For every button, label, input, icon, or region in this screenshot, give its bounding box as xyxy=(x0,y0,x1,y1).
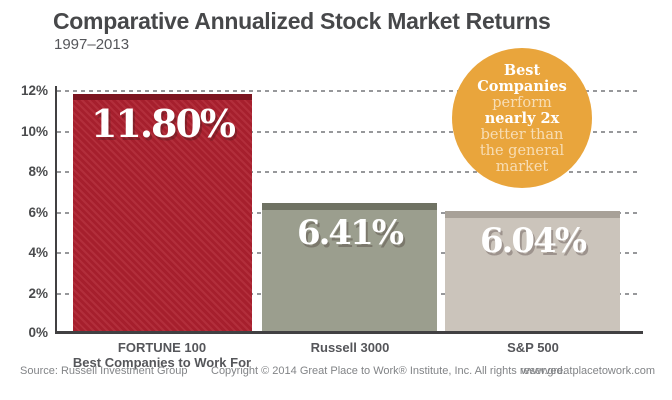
y-tick-2: 2% xyxy=(28,285,48,301)
bar-fortune-100: 11.80% xyxy=(73,94,252,333)
plot-area: 11.80% 6.41% 6.04% xyxy=(57,90,641,333)
bar-cap xyxy=(73,94,252,101)
gridline-10pct xyxy=(57,130,641,133)
category-label-fortune-100: FORTUNE 100 Best Companies to Work For xyxy=(52,340,272,370)
bar-sp-500: 6.04% xyxy=(445,210,620,333)
gridline-12pct xyxy=(57,90,641,92)
y-tick-12: 12% xyxy=(20,83,48,98)
badge-line: Best xyxy=(503,62,541,79)
y-tick-10: 10% xyxy=(20,123,48,139)
category-line-1: Russell 3000 xyxy=(310,340,390,355)
bar-value-label: 6.41% xyxy=(296,213,404,254)
badge-line: the general xyxy=(479,143,565,159)
footer-copyright: Copyright © 2014 Great Place to Work® In… xyxy=(211,365,566,377)
y-axis-line xyxy=(55,86,57,333)
badge-line: market xyxy=(495,159,549,175)
page-title: Comparative Annualized Stock Market Retu… xyxy=(53,8,551,34)
bar-russell-3000: 6.41% xyxy=(262,203,437,333)
category-line-1: FORTUNE 100 xyxy=(117,340,207,355)
y-tick-6: 6% xyxy=(28,204,48,220)
footer-website: www.greatplacetowork.com xyxy=(521,365,655,377)
category-label-sp-500: S&P 500 xyxy=(423,340,643,355)
badge-line: Companies xyxy=(477,78,567,95)
category-line-1: S&P 500 xyxy=(507,340,559,355)
y-tick-4: 4% xyxy=(28,245,48,260)
badge-line: perform xyxy=(492,95,552,111)
y-tick-8: 8% xyxy=(28,164,48,179)
bar-cap xyxy=(262,203,437,211)
footer-source: Source: Russell Investment Group xyxy=(20,365,188,377)
gridline-8pct xyxy=(57,171,641,173)
x-axis-line xyxy=(55,331,643,334)
category-line-2: Best Companies to Work For xyxy=(72,355,252,370)
bar-value-label: 11.80% xyxy=(90,101,236,147)
annotation-badge-circle: Best Companies perform nearly 2x better … xyxy=(452,48,592,188)
page-subtitle: 1997–2013 xyxy=(54,36,130,53)
bar-value-label: 6.04% xyxy=(479,220,587,261)
badge-line: nearly 2x xyxy=(484,110,560,127)
category-label-russell-3000: Russell 3000 xyxy=(240,340,460,355)
badge-line: better than xyxy=(480,127,564,143)
y-tick-0: 0% xyxy=(28,325,48,340)
bar-cap xyxy=(445,210,620,218)
